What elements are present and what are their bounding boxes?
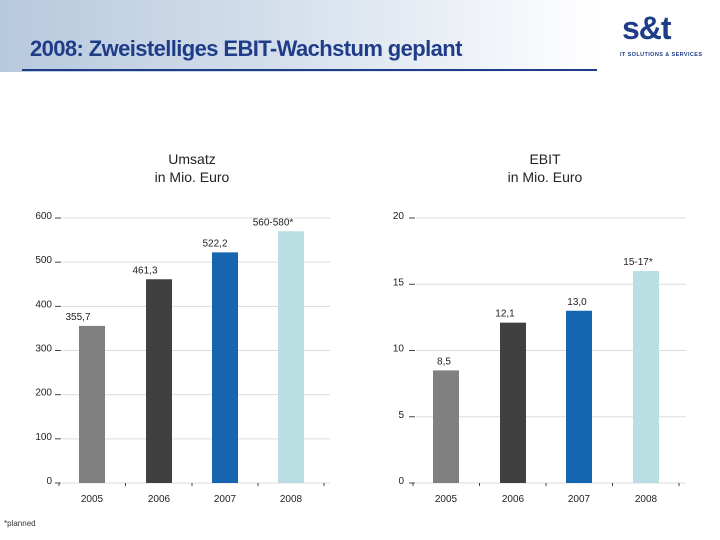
ebit-data-label-2005: 8,5 — [437, 356, 451, 367]
umsatz-ytick-label: 100 — [35, 432, 52, 443]
umsatz-ytick-label: 0 — [46, 476, 52, 487]
umsatz-title-line1: Umsatz — [168, 151, 216, 167]
umsatz-bar-2007 — [212, 252, 238, 483]
ebit-ytick-label: 15 — [393, 277, 405, 288]
umsatz-ytick-label: 200 — [35, 388, 52, 399]
ebit-category-label-2007: 2007 — [568, 494, 591, 505]
ebit-data-label-2007: 13,0 — [567, 297, 587, 308]
ebit-chart-title: EBIT in Mio. Euro — [445, 150, 645, 186]
ebit-title-line2: in Mio. Euro — [507, 169, 583, 185]
umsatz-data-label-2008: 560-580* — [253, 217, 294, 228]
umsatz-category-label-2008: 2008 — [280, 494, 303, 505]
ebit-category-label-2008: 2008 — [635, 494, 658, 505]
ebit-ytick-label: 0 — [398, 476, 404, 487]
umsatz-ytick-label: 500 — [35, 255, 52, 266]
umsatz-ytick-label: 400 — [35, 299, 52, 310]
ebit-category-label-2006: 2006 — [502, 494, 525, 505]
logo-tagline: IT SOLUTIONS & SERVICES — [620, 52, 703, 58]
umsatz-chart-title: Umsatz in Mio. Euro — [92, 150, 292, 186]
umsatz-bar-2005 — [79, 325, 105, 483]
ebit-ytick-label: 20 — [393, 211, 405, 222]
header-divider — [22, 69, 597, 71]
umsatz-title-line2: in Mio. Euro — [154, 169, 230, 185]
ebit-title-line1: EBIT — [529, 151, 561, 167]
umsatz-bar-2006 — [146, 279, 172, 483]
header-band — [0, 0, 600, 72]
ebit-bar-2006 — [500, 322, 526, 483]
company-logo: s&t IT SOLUTIONS & SERVICES — [606, 6, 712, 66]
umsatz-data-label-2007: 522,2 — [202, 238, 227, 249]
ebit-data-label-2008: 15-17* — [623, 257, 653, 268]
ebit-ytick-label: 5 — [398, 410, 404, 421]
umsatz-data-label-2006: 461,3 — [132, 265, 157, 276]
ebit-data-label-2006: 12,1 — [495, 309, 515, 320]
umsatz-category-label-2006: 2006 — [148, 494, 171, 505]
umsatz-data-label-2005: 355,7 — [65, 312, 90, 323]
footnote: *planned — [4, 519, 36, 528]
ebit-ytick-label: 10 — [393, 344, 405, 355]
logo-mark: s&t — [622, 10, 672, 46]
page-title: 2008: Zweistelliges EBIT-Wachstum geplan… — [30, 36, 462, 61]
ebit-bar-2007 — [566, 310, 592, 483]
ebit-bar-2008 — [633, 271, 659, 483]
umsatz-ytick-label: 600 — [35, 211, 52, 222]
umsatz-ytick-label: 300 — [35, 344, 52, 355]
umsatz-category-label-2007: 2007 — [214, 494, 237, 505]
ebit-bar-2005 — [433, 370, 459, 483]
umsatz-bar-2008 — [278, 231, 304, 483]
umsatz-category-label-2005: 2005 — [81, 494, 104, 505]
ebit-category-label-2005: 2005 — [435, 494, 458, 505]
